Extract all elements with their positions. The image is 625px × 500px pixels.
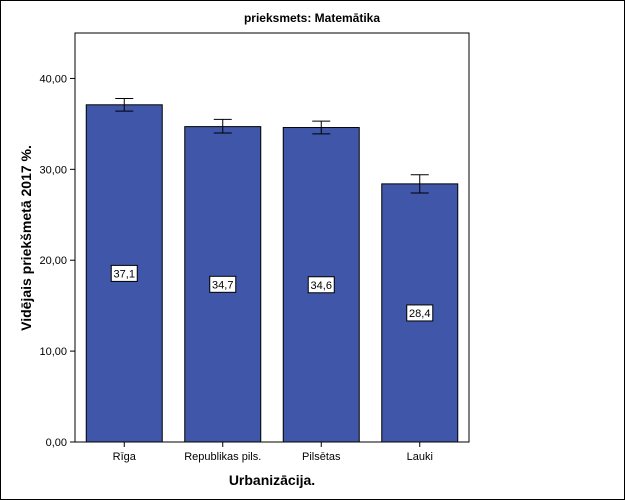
data-label: 28,4 <box>406 304 434 322</box>
y-axis-title: Vidējais priekšmetā 2017 %. <box>18 145 34 331</box>
y-tick-label: 30,00 <box>39 164 67 176</box>
x-tick-label: Rīga <box>113 451 137 463</box>
data-label-box <box>406 304 434 322</box>
y-tick-label: 40,00 <box>39 73 67 85</box>
bar <box>282 127 360 443</box>
data-label-box <box>209 275 237 293</box>
bars <box>85 104 459 443</box>
y-tick-label: 0,00 <box>46 437 67 449</box>
x-tick-label: Lauki <box>407 451 433 463</box>
x-tick-label: Pilsētas <box>302 451 341 463</box>
data-labels: 37,1 34,7 34,6 28,4 <box>110 264 434 322</box>
data-label-box <box>110 264 138 282</box>
x-tick-label: Republikas pils. <box>184 451 261 463</box>
x-axis: Rīga Republikas pils. Pilsētas Lauki <box>113 442 433 463</box>
data-label: 34,7 <box>209 275 237 293</box>
data-label-text: 34,6 <box>311 280 332 292</box>
x-axis-title: Urbanizācija. <box>229 472 315 488</box>
data-label-box <box>307 276 335 294</box>
y-tick-label: 20,00 <box>39 255 67 267</box>
y-tick-label: 10,00 <box>39 346 67 358</box>
data-label: 37,1 <box>110 264 138 282</box>
chart-title: prieksmets: Matemātika <box>244 11 380 25</box>
error-bars <box>115 97 429 194</box>
data-label: 34,6 <box>307 276 335 294</box>
y-axis: 0,00 10,00 20,00 30,00 40,00 <box>39 73 75 449</box>
data-label-text: 28,4 <box>409 308 430 320</box>
data-label-text: 37,1 <box>114 268 135 280</box>
data-label-text: 34,7 <box>212 279 233 291</box>
